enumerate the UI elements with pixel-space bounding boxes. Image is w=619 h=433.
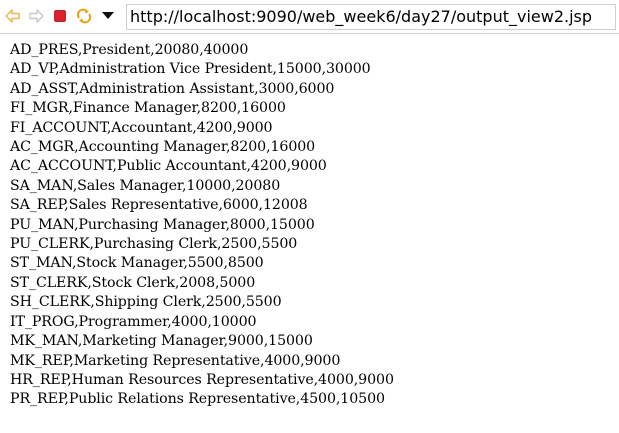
page-content: AD_PRES,President,20080,40000 AD_VP,Admi… [10,41,394,410]
list-item: PU_MAN,Purchasing Manager,8000,15000 [10,216,315,233]
dropdown-triangle-icon[interactable] [99,7,117,25]
list-item: PU_CLERK,Purchasing Clerk,2500,5500 [10,236,298,253]
address-url: http://localhost:9090/web_week6/day27/ou… [130,7,593,26]
list-item: ST_CLERK,Stock Clerk,2008,5000 [10,274,256,291]
refresh-icon[interactable] [75,7,93,25]
list-item: SH_CLERK,Shipping Clerk,2500,5500 [10,294,282,311]
list-item: FI_ACCOUNT,Accountant,4200,9000 [10,119,273,136]
list-item: PR_REP,Public Relations Representative,4… [10,391,385,408]
list-item: AC_MGR,Accounting Manager,8200,16000 [10,139,316,156]
browser-toolbar: http://localhost:9090/web_week6/day27/ou… [0,0,619,34]
list-item: HR_REP,Human Resources Representative,40… [10,371,394,388]
address-bar[interactable]: http://localhost:9090/web_week6/day27/ou… [126,4,616,30]
list-item: IT_PROG,Programmer,4000,10000 [10,313,257,330]
list-item: SA_MAN,Sales Manager,10000,20080 [10,177,281,194]
stop-icon[interactable] [51,7,69,25]
list-item: FI_MGR,Finance Manager,8200,16000 [10,100,286,117]
list-item: AC_ACCOUNT,Public Accountant,4200,9000 [10,158,327,175]
list-item: SA_REP,Sales Representative,6000,12008 [10,197,308,214]
list-item: AD_ASST,Administration Assistant,3000,60… [10,80,335,97]
forward-arrow-icon[interactable] [27,7,45,25]
list-item: ST_MAN,Stock Manager,5500,8500 [10,255,264,272]
list-item: MK_MAN,Marketing Manager,9000,15000 [10,333,313,350]
list-item: AD_VP,Administration Vice President,1500… [10,61,371,78]
list-item: MK_REP,Marketing Representative,4000,900… [10,352,341,369]
list-item: AD_PRES,President,20080,40000 [10,42,249,58]
back-arrow-icon[interactable] [4,7,22,25]
